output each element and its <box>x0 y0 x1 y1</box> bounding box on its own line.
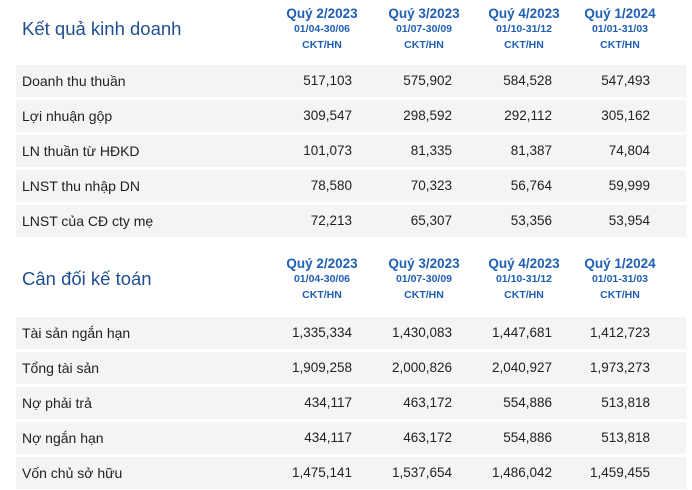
row-value: 554,886 <box>503 395 552 410</box>
row-value: 2,040,927 <box>491 360 552 375</box>
row-value: 65,307 <box>410 213 452 228</box>
column-quarter: Quý 2/2023 <box>286 6 358 21</box>
column-range: 01/04-30/06 <box>293 273 351 285</box>
row-value: 305,162 <box>601 108 650 123</box>
row-value: 1,335,334 <box>291 325 352 340</box>
row-value: 72,213 <box>310 213 352 228</box>
row-label: LNST thu nhập DN <box>22 178 141 194</box>
section-income-statement: Kết quả kinh doanh Quý 2/2023 01/04-30/0… <box>0 0 692 238</box>
row-label: Vốn chủ sở hữu <box>22 465 123 481</box>
column-unit: CKT/HN <box>302 39 342 51</box>
row-value: 434,117 <box>304 430 352 445</box>
column-header-q2-2023[interactable]: Quý 2/2023 01/04-30/06 CKT/HN <box>272 256 372 303</box>
column-unit: CKT/HN <box>404 289 444 301</box>
column-unit: CKT/HN <box>404 39 444 51</box>
row-value: 434,117 <box>304 395 352 410</box>
row-value: 298,592 <box>403 108 452 123</box>
row-value: 1,412,723 <box>589 325 650 340</box>
row-label: Doanh thu thuần <box>22 73 126 89</box>
column-header-q4-2023[interactable]: Quý 4/2023 01/10-31/12 CKT/HN <box>474 6 574 53</box>
column-unit: CKT/HN <box>504 289 544 301</box>
section-balance-sheet: Cân đối kế toán Quý 2/2023 01/04-30/06 C… <box>0 252 692 490</box>
row-value: 2,000,826 <box>391 360 452 375</box>
column-range: 01/07-30/09 <box>395 23 453 35</box>
row-label: LN thuần từ HĐKD <box>22 143 140 159</box>
column-range: 01/01-31/03 <box>591 23 649 35</box>
row-value: 1,537,654 <box>391 465 452 480</box>
row-label: Nợ ngắn hạn <box>22 430 104 446</box>
row-value: 81,387 <box>510 143 552 158</box>
row-value: 70,323 <box>410 178 452 193</box>
row-value: 547,493 <box>601 73 650 88</box>
row-value: 517,103 <box>303 73 352 88</box>
table-row: Tổng tài sản 1,909,258 2,000,826 2,040,9… <box>16 351 686 385</box>
column-unit: CKT/HN <box>504 39 544 51</box>
section-title: Kết quả kinh doanh <box>22 18 182 39</box>
column-header-q4-2023[interactable]: Quý 4/2023 01/10-31/12 CKT/HN <box>474 256 574 303</box>
column-range: 01/01-31/03 <box>591 273 649 285</box>
row-value: 56,764 <box>510 178 552 193</box>
column-quarter: Quý 3/2023 <box>388 6 460 21</box>
column-header-q1-2024[interactable]: Quý 1/2024 01/01-31/03 CKT/HN <box>570 256 670 303</box>
section-header: Kết quả kinh doanh Quý 2/2023 01/04-30/0… <box>0 0 692 60</box>
row-value: 1,909,258 <box>291 360 352 375</box>
column-range: 01/07-30/09 <box>395 273 453 285</box>
column-unit: CKT/HN <box>600 39 640 51</box>
column-header-q1-2024[interactable]: Quý 1/2024 01/01-31/03 CKT/HN <box>570 6 670 53</box>
row-value: 1,430,083 <box>391 325 452 340</box>
column-quarter: Quý 1/2024 <box>584 6 656 21</box>
row-label: Tổng tài sản <box>22 360 100 376</box>
row-value: 1,973,273 <box>589 360 650 375</box>
table-row: Lợi nhuận gộp 309,547 298,592 292,112 30… <box>16 99 686 133</box>
section-title: Cân đối kế toán <box>22 268 152 289</box>
column-header-q2-2023[interactable]: Quý 2/2023 01/04-30/06 CKT/HN <box>272 6 372 53</box>
row-value: 1,475,141 <box>291 465 352 480</box>
column-unit: CKT/HN <box>302 289 342 301</box>
row-value: 53,356 <box>510 213 552 228</box>
row-value: 1,459,455 <box>589 465 650 480</box>
row-value: 81,335 <box>410 143 452 158</box>
column-quarter: Quý 1/2024 <box>584 256 656 271</box>
row-value: 78,580 <box>310 178 352 193</box>
row-value: 584,528 <box>503 73 552 88</box>
row-value: 59,999 <box>608 178 650 193</box>
column-header-q3-2023[interactable]: Quý 3/2023 01/07-30/09 CKT/HN <box>374 256 474 303</box>
row-label: Nợ phải trả <box>22 395 92 411</box>
row-value: 309,547 <box>303 108 352 123</box>
row-label: LNST của CĐ cty mẹ <box>22 213 154 229</box>
row-value: 74,804 <box>608 143 650 158</box>
column-range: 01/10-31/12 <box>495 273 553 285</box>
table-row: LNST thu nhập DN 78,580 70,323 56,764 59… <box>16 169 686 203</box>
table-row: LNST của CĐ cty mẹ 72,213 65,307 53,356 … <box>16 204 686 238</box>
table-row: Doanh thu thuần 517,103 575,902 584,528 … <box>16 64 686 98</box>
table-row: Tài sản ngắn hạn 1,335,334 1,430,083 1,4… <box>16 316 686 350</box>
row-value: 513,818 <box>601 395 650 410</box>
column-range: 01/04-30/06 <box>293 23 351 35</box>
row-value: 463,172 <box>403 430 452 445</box>
row-value: 53,954 <box>608 213 650 228</box>
table-row: Nợ ngắn hạn 434,117 463,172 554,886 513,… <box>16 421 686 455</box>
table-row: Nợ phải trả 434,117 463,172 554,886 513,… <box>16 386 686 420</box>
row-value: 554,886 <box>503 430 552 445</box>
column-quarter: Quý 2/2023 <box>286 256 358 271</box>
column-unit: CKT/HN <box>600 289 640 301</box>
column-quarter: Quý 4/2023 <box>488 256 560 271</box>
row-label: Lợi nhuận gộp <box>22 108 113 124</box>
row-label: Tài sản ngắn hạn <box>22 325 131 341</box>
column-quarter: Quý 3/2023 <box>388 256 460 271</box>
row-value: 1,447,681 <box>491 325 552 340</box>
row-value: 463,172 <box>403 395 452 410</box>
row-value: 292,112 <box>504 108 552 123</box>
section-header: Cân đối kế toán Quý 2/2023 01/04-30/06 C… <box>0 252 692 312</box>
column-header-q3-2023[interactable]: Quý 3/2023 01/07-30/09 CKT/HN <box>374 6 474 53</box>
table-row: LN thuần từ HĐKD 101,073 81,335 81,387 7… <box>16 134 686 168</box>
column-quarter: Quý 4/2023 <box>488 6 560 21</box>
row-value: 1,486,042 <box>491 465 552 480</box>
table-row: Vốn chủ sở hữu 1,475,141 1,537,654 1,486… <box>16 456 686 490</box>
row-value: 101,073 <box>303 143 352 158</box>
column-range: 01/10-31/12 <box>495 23 553 35</box>
row-value: 513,818 <box>601 430 650 445</box>
row-value: 575,902 <box>403 73 452 88</box>
